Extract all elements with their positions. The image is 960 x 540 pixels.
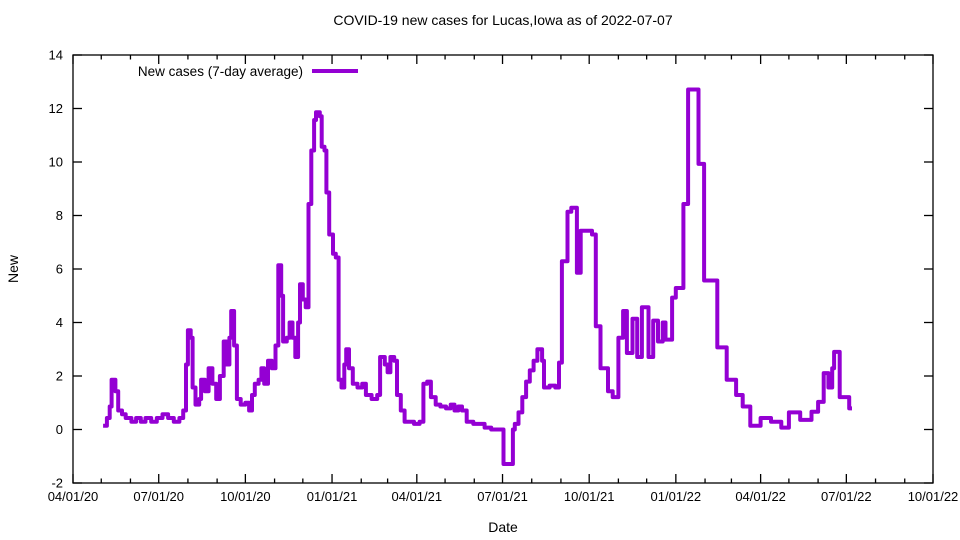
x-tick-label: 10/01/20	[220, 489, 271, 504]
y-tick-label: -2	[51, 476, 63, 491]
x-tick-label: 04/01/22	[735, 489, 786, 504]
x-tick-label: 01/01/22	[651, 489, 702, 504]
y-tick-label: 10	[49, 155, 63, 170]
series-line-new-cases-7day-avg	[103, 87, 852, 466]
y-axis-label: New	[5, 254, 21, 283]
axes-layer: -2 0 2 4 6 8 10 12 14 04/01/20 07/01/20 10/01/20 01/…	[48, 48, 959, 505]
x-axis-label: Date	[488, 519, 518, 535]
x-tick-label: 04/01/20	[48, 489, 99, 504]
y-tick-label: 12	[49, 101, 63, 116]
x-tick-label: 04/01/21	[392, 489, 443, 504]
y-tick-label: 14	[49, 48, 63, 63]
y-tick-label: 2	[56, 369, 63, 384]
y-tick-label: 4	[56, 315, 63, 330]
x-tick-label: 10/01/22	[908, 489, 959, 504]
x-tick-label: 07/01/22	[821, 489, 872, 504]
chart-title: COVID-19 new cases for Lucas,Iowa as of …	[333, 12, 673, 28]
y-tick-label: 6	[56, 262, 63, 277]
legend: New cases (7-day average)	[138, 64, 358, 79]
y-tick-label: 0	[56, 422, 63, 437]
x-tick-label: 07/01/20	[133, 489, 184, 504]
x-tick-label: 07/01/21	[477, 489, 528, 504]
x-tick-label: 10/01/21	[564, 489, 615, 504]
legend-label: New cases (7-day average)	[138, 64, 303, 79]
x-tick-label: 01/01/21	[307, 489, 358, 504]
y-tick-label: 8	[56, 208, 63, 223]
